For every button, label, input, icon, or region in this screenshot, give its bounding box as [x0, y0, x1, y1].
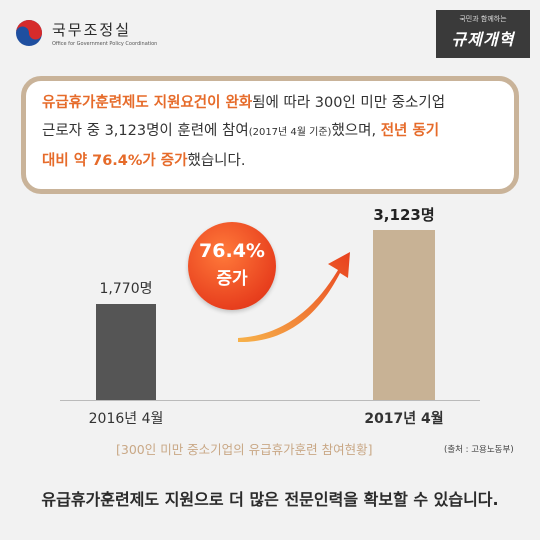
summary-text-2a: 근로자 중 3,123명이 훈련에 참여 [42, 123, 249, 139]
taegeuk-logo-icon [16, 20, 42, 46]
increase-text: 증가 [216, 269, 248, 289]
bar-value-label-0: 1,770명 [99, 280, 153, 297]
regulation-reform-badge: 국민과 함께하는 규제개혁 [436, 10, 530, 58]
badge-title: 규제개혁 [451, 30, 515, 49]
summary-line-3: 대비 약 76.4%가 증가했습니다. [42, 147, 500, 175]
category-label-0: 2016년 4월 [88, 411, 164, 427]
org-name-en: Office for Government Policy Coordinatio… [52, 41, 158, 47]
increase-badge: 76.4% 증가 [188, 222, 276, 310]
bar-chart: 1,770명 2016년 4월 3,123명 2017년 4월 76.4% 증가 [0, 200, 540, 450]
summary-line-2: 근로자 중 3,123명이 훈련에 참여(2017년 4월 기준)했으며, 전년… [42, 117, 500, 147]
org-name: 국무조정실 [52, 21, 132, 39]
summary-highlight-2: 전년 동기 [380, 123, 440, 139]
summary-highlight-1: 유급휴가훈련제도 지원요건이 완화 [42, 95, 253, 111]
summary-date-note: (2017년 4월 기준) [248, 127, 332, 138]
increase-value: 76.4% [199, 240, 265, 262]
bar-value-label-1: 3,123명 [373, 206, 435, 225]
x-axis-line [60, 400, 480, 401]
badge-subtitle: 국민과 함께하는 [459, 15, 507, 23]
bar-0 [96, 303, 156, 400]
summary-box: 유급휴가훈련제도 지원요건이 완화됨에 따라 300인 미만 중소기업 근로자 … [21, 76, 519, 194]
category-label-1: 2017년 4월 [364, 411, 444, 427]
summary-line-1: 유급휴가훈련제도 지원요건이 완화됨에 따라 300인 미만 중소기업 [42, 89, 500, 117]
summary-text-3: 했습니다. [187, 153, 246, 169]
header: 국무조정실 Office for Government Policy Coord… [0, 0, 540, 66]
bar-1 [373, 230, 435, 400]
growth-arrow-icon [238, 252, 350, 343]
footer-message: 유급휴가훈련제도 지원으로 더 많은 전문인력을 확보할 수 있습니다. [41, 490, 499, 509]
chart-title: [300인 미만 중소기업의 유급휴가훈련 참여현황] [116, 442, 373, 457]
logo: 국무조정실 Office for Government Policy Coord… [14, 18, 157, 48]
summary-text-2b: 했으며, [331, 123, 381, 139]
summary-highlight-3: 대비 약 76.4%가 증가 [42, 153, 188, 169]
summary-text-1: 됨에 따라 300인 미만 중소기업 [252, 95, 446, 111]
chart-source: (출처 : 고용노동부) [444, 445, 514, 455]
